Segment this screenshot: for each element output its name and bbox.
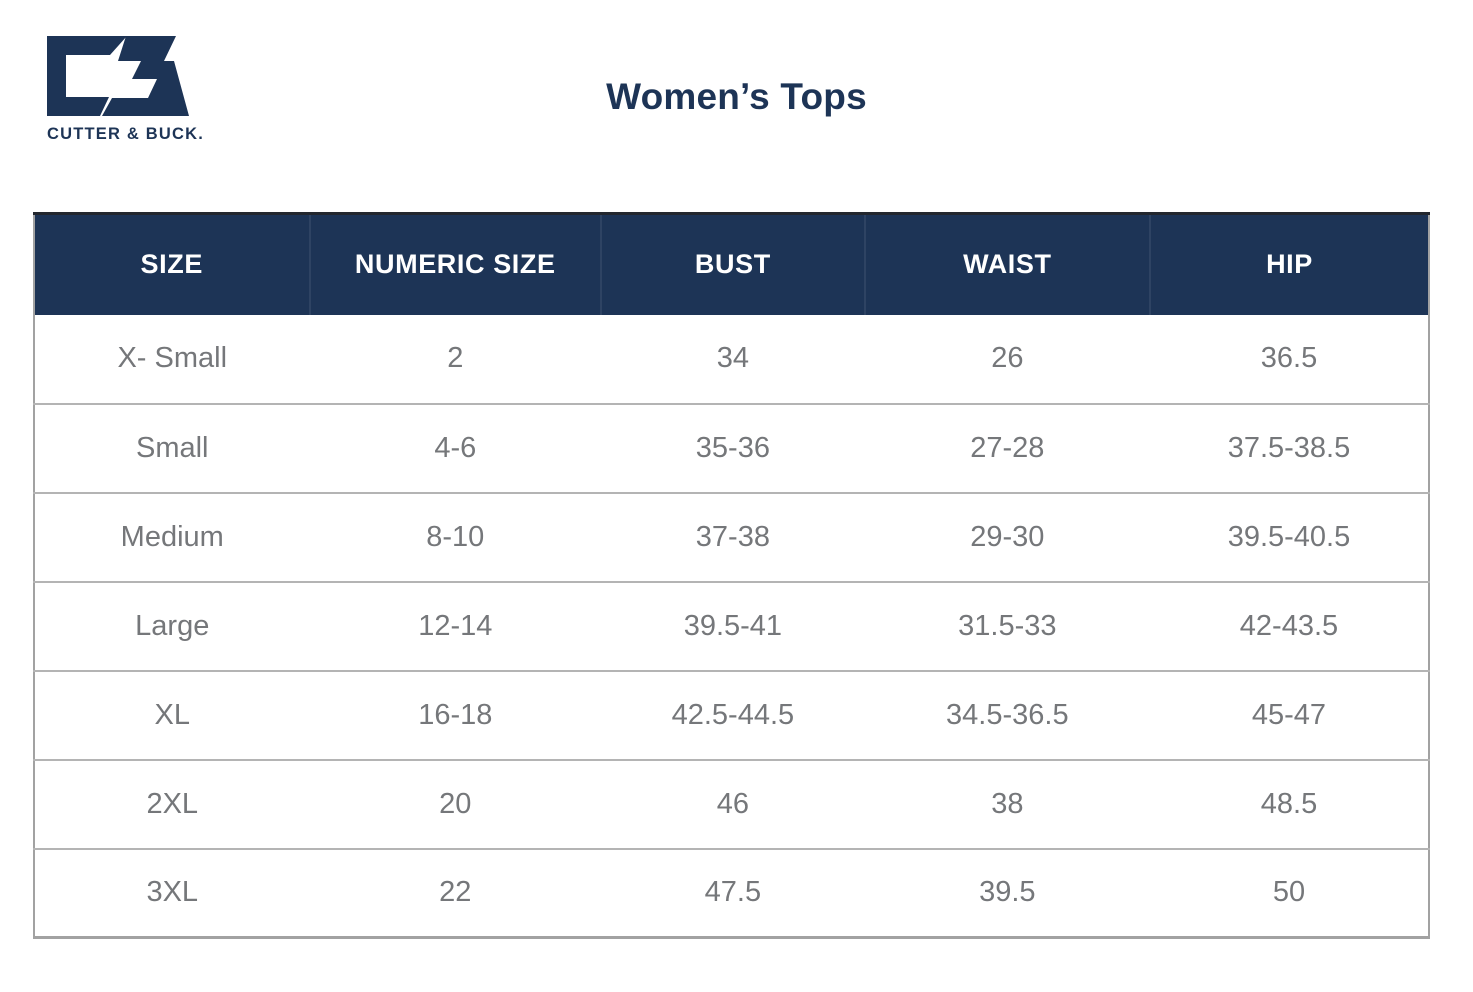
table-row: X- Small 2 34 26 36.5	[34, 314, 1429, 404]
column-header-size: SIZE	[140, 249, 203, 280]
table-cell-size: Small	[34, 402, 310, 493]
table-row: Large 12-14 39.5-41 31.5-33 42-43.5	[34, 580, 1429, 671]
table-cell-numeric-size: 4-6	[309, 402, 602, 493]
brand-logo: CUTTER & BUCK.	[47, 36, 205, 144]
column-header-hip: HIP	[1148, 213, 1429, 315]
table-cell-size: X- Small	[117, 342, 228, 374]
table-cell-numeric-size: 12-14	[309, 580, 602, 671]
table-cell-bust: 46	[601, 758, 865, 849]
size-chart-table: SIZE NUMERIC SIZE BUST WAIST HIP X- Small 2 34…	[33, 212, 1430, 939]
table-cell-numeric-size: 22	[309, 847, 602, 938]
table-cell-size: 2XL	[34, 758, 310, 849]
table-cell-hip: 37.5-38.5	[1149, 402, 1429, 493]
table-cell-waist: 39.5	[864, 847, 1150, 938]
size-table-body: X- Small 2 34 26 36.5 Small 4-6 35-36 27-28 37.5-…	[34, 314, 1429, 938]
table-cell-waist: 34.5-36.5	[864, 669, 1150, 760]
table-cell-numeric-size: 20	[309, 758, 602, 849]
table-cell-bust: 39.5-41	[601, 580, 865, 671]
table-cell-waist: 27-28	[864, 402, 1150, 493]
page-title: Women’s Tops	[606, 76, 867, 117]
column-header-numeric-size: NUMERIC SIZE	[308, 213, 602, 315]
table-cell-waist: 29-30	[864, 491, 1150, 582]
table-cell-waist: 38	[864, 758, 1150, 849]
table-cell-numeric-size: 2	[447, 342, 464, 374]
table-cell-numeric-size: 8-10	[309, 491, 602, 582]
size-table-header-row: SIZE NUMERIC SIZE BUST WAIST HIP	[34, 213, 1429, 315]
table-row: 3XL 22 47.5 39.5 50	[34, 847, 1429, 938]
column-header-waist: WAIST	[863, 213, 1150, 315]
table-cell-bust: 35-36	[601, 402, 865, 493]
table-row: Medium 8-10 37-38 29-30 39.5-40.5	[34, 491, 1429, 582]
table-cell-hip: 45-47	[1149, 669, 1429, 760]
table-cell-waist: 31.5-33	[864, 580, 1150, 671]
table-cell-hip: 36.5	[1260, 342, 1318, 374]
table-row: Small 4-6 35-36 27-28 37.5-38.5	[34, 402, 1429, 493]
table-cell-size: Medium	[34, 491, 310, 582]
table-cell-bust: 42.5-44.5	[601, 669, 865, 760]
table-cell-size: XL	[34, 669, 310, 760]
table-cell-bust: 47.5	[601, 847, 865, 938]
table-cell-bust: 34	[716, 342, 749, 374]
cutter-buck-cb-monogram-icon	[47, 36, 197, 116]
column-header-bust: BUST	[600, 213, 865, 315]
table-cell-size: 3XL	[34, 847, 310, 938]
table-cell-numeric-size: 16-18	[309, 669, 602, 760]
table-row: 2XL 20 46 38 48.5	[34, 758, 1429, 849]
table-cell-hip: 42-43.5	[1149, 580, 1429, 671]
table-cell-waist: 26	[991, 342, 1024, 374]
table-cell-hip: 48.5	[1149, 758, 1429, 849]
table-cell-size: Large	[34, 580, 310, 671]
brand-wordmark: CUTTER & BUCK.	[47, 125, 205, 143]
table-cell-hip: 50	[1149, 847, 1429, 938]
table-cell-hip: 39.5-40.5	[1149, 491, 1429, 582]
table-cell-bust: 37-38	[601, 491, 865, 582]
table-row: XL 16-18 42.5-44.5 34.5-36.5 45-47	[34, 669, 1429, 760]
